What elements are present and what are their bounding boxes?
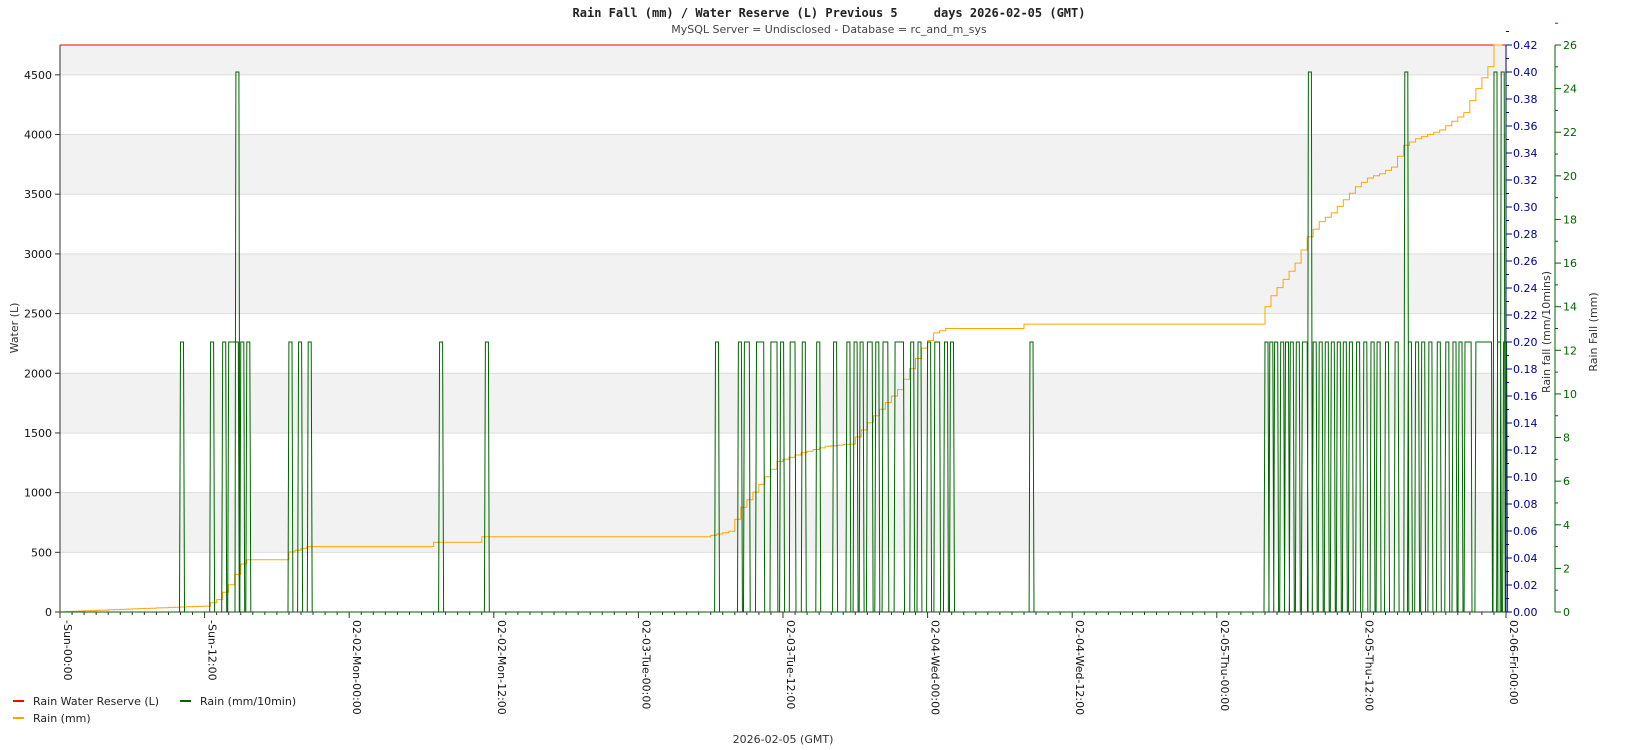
rain-total-tick-label: 16 xyxy=(1563,257,1577,270)
x-tick-label: 02-03-Tue-00:00 xyxy=(639,620,652,709)
legend-label: Rain Water Reserve (L) xyxy=(33,695,159,708)
grid-band xyxy=(60,45,1506,75)
left-tick-label: 4000 xyxy=(24,129,52,142)
rain-rate-tick-label: 0.42 xyxy=(1513,39,1538,52)
rain-rate-tick-label: 0.28 xyxy=(1513,228,1538,241)
rain-total-tick-label: 22 xyxy=(1563,126,1577,139)
x-tick-label: -Sun-00:00 xyxy=(61,620,74,681)
x-tick-label: 02-02-Mon-00:00 xyxy=(350,620,363,715)
left-tick-label: 0 xyxy=(45,606,52,619)
rain-total-tick-label: 6 xyxy=(1563,475,1570,488)
x-tick-label: 02-06-Fri-00:00 xyxy=(1507,620,1520,705)
x-tick-label: 02-02-Mon-12:00 xyxy=(495,620,508,715)
rain-rate-tick-label: 0.36 xyxy=(1513,120,1538,133)
rain-total-tick-label: 14 xyxy=(1563,301,1577,314)
rain-rate-tick-label: 0.26 xyxy=(1513,255,1538,268)
rain-rate-tick-label: 0.16 xyxy=(1513,390,1538,403)
x-axis: -Sun-00:00 -Sun-12:00 02-02-Mon-00:00 02-02… xyxy=(59,612,1520,715)
left-tick-label: 2500 xyxy=(24,308,52,321)
rain-total-tick-label: 20 xyxy=(1563,170,1577,183)
plot-area xyxy=(59,44,1556,613)
rain-rate-tick-label: 0.06 xyxy=(1513,525,1538,538)
x-tick-label: 02-04-Wed-12:00 xyxy=(1073,620,1086,715)
rain-rate-tick-label: 0.22 xyxy=(1513,309,1538,322)
series-line-rain-rate xyxy=(60,71,1509,613)
rain-rate-tick-label: 0.40 xyxy=(1513,66,1538,79)
legend-label: Rain (mm/10min) xyxy=(200,695,296,708)
right-axis-label-rain-rate: Rain fall (mm/10mins) xyxy=(1540,271,1553,393)
rain-rate-tick-label: 0.04 xyxy=(1513,552,1538,565)
grid-band xyxy=(60,492,1506,553)
rain-total-tick-label: 24 xyxy=(1563,83,1577,96)
rain-total-tick-label: 18 xyxy=(1563,213,1577,226)
x-tick-label: 02-05-Thu-12:00 xyxy=(1362,620,1375,711)
rain-rate-tick-label: 0.32 xyxy=(1513,174,1538,187)
x-tick-label: 02-05-Thu-00:00 xyxy=(1218,620,1231,711)
rain-rate-tick-label: 0.00 xyxy=(1513,606,1538,619)
left-tick-label: 1500 xyxy=(24,427,52,440)
rain-rate-tick-label: 0.02 xyxy=(1513,579,1538,592)
chart-title: Rain Fall (mm) / Water Reserve (L) Previ… xyxy=(573,6,1086,20)
rain-rate-tick-label: 0.18 xyxy=(1513,363,1538,376)
left-tick-label: 500 xyxy=(31,546,52,559)
left-tick-label: 3000 xyxy=(24,248,52,261)
left-axis-label: Water (L) xyxy=(8,303,21,354)
right-axis-label-rain-total: Rain Fall (mm) xyxy=(1587,292,1600,371)
rain-rate-tick-label: 0.20 xyxy=(1513,336,1538,349)
rain-total-tick-label: 2 xyxy=(1563,562,1570,575)
legend-label: Rain (mm) xyxy=(33,712,91,725)
left-tick-label: 1000 xyxy=(24,487,52,500)
rain-rate-tick-label: 0.08 xyxy=(1513,498,1538,511)
grid-band xyxy=(60,134,1506,195)
chart-subtitle: MySQL Server = Undisclosed - Database = … xyxy=(671,23,987,36)
rain-rate-tick-label: 0.10 xyxy=(1513,471,1538,484)
rain-rate-tick-label: 0.38 xyxy=(1513,93,1538,106)
rain-total-tick-label: 12 xyxy=(1563,344,1577,357)
left-tick-label: 2000 xyxy=(24,367,52,380)
left-tick-label: 3500 xyxy=(24,188,52,201)
rain-rate-tick-label: 0.34 xyxy=(1513,147,1538,160)
rain-total-tick-label: 26 xyxy=(1563,39,1577,52)
rain-total-tick-label: 10 xyxy=(1563,388,1577,401)
x-axis-label: 2026-02-05 (GMT) xyxy=(733,733,834,746)
grid-band xyxy=(60,253,1506,314)
x-tick-label: 02-04-Wed-00:00 xyxy=(929,620,942,715)
legend: Rain Water Reserve (L) Rain (mm) Rain (mm/… xyxy=(13,695,296,725)
rain-rate-tick-label: 0.14 xyxy=(1513,417,1538,430)
rain-total-tick-label: 4 xyxy=(1563,519,1570,532)
x-tick-label: 02-03-Tue-12:00 xyxy=(784,620,797,709)
rain-rate-tick-label: 0.24 xyxy=(1513,282,1538,295)
right-y-axis-rain-rate: 0.00 0.02 0.04 0.06 0.08 0.10 0.12 0.14 0.16 0.18… xyxy=(1506,31,1538,619)
left-tick-label: 4500 xyxy=(24,69,52,82)
rain-rate-tick-label: 0.12 xyxy=(1513,444,1538,457)
left-y-axis: 0 500 1000 1500 2000 2500 3000 3500 4000 4500 xyxy=(24,69,60,619)
rain-total-tick-label: 8 xyxy=(1563,432,1570,445)
rain-rate-tick-label: 0.30 xyxy=(1513,201,1538,214)
x-tick-label: -Sun-12:00 xyxy=(206,620,219,681)
rain-total-tick-label: 0 xyxy=(1563,606,1570,619)
